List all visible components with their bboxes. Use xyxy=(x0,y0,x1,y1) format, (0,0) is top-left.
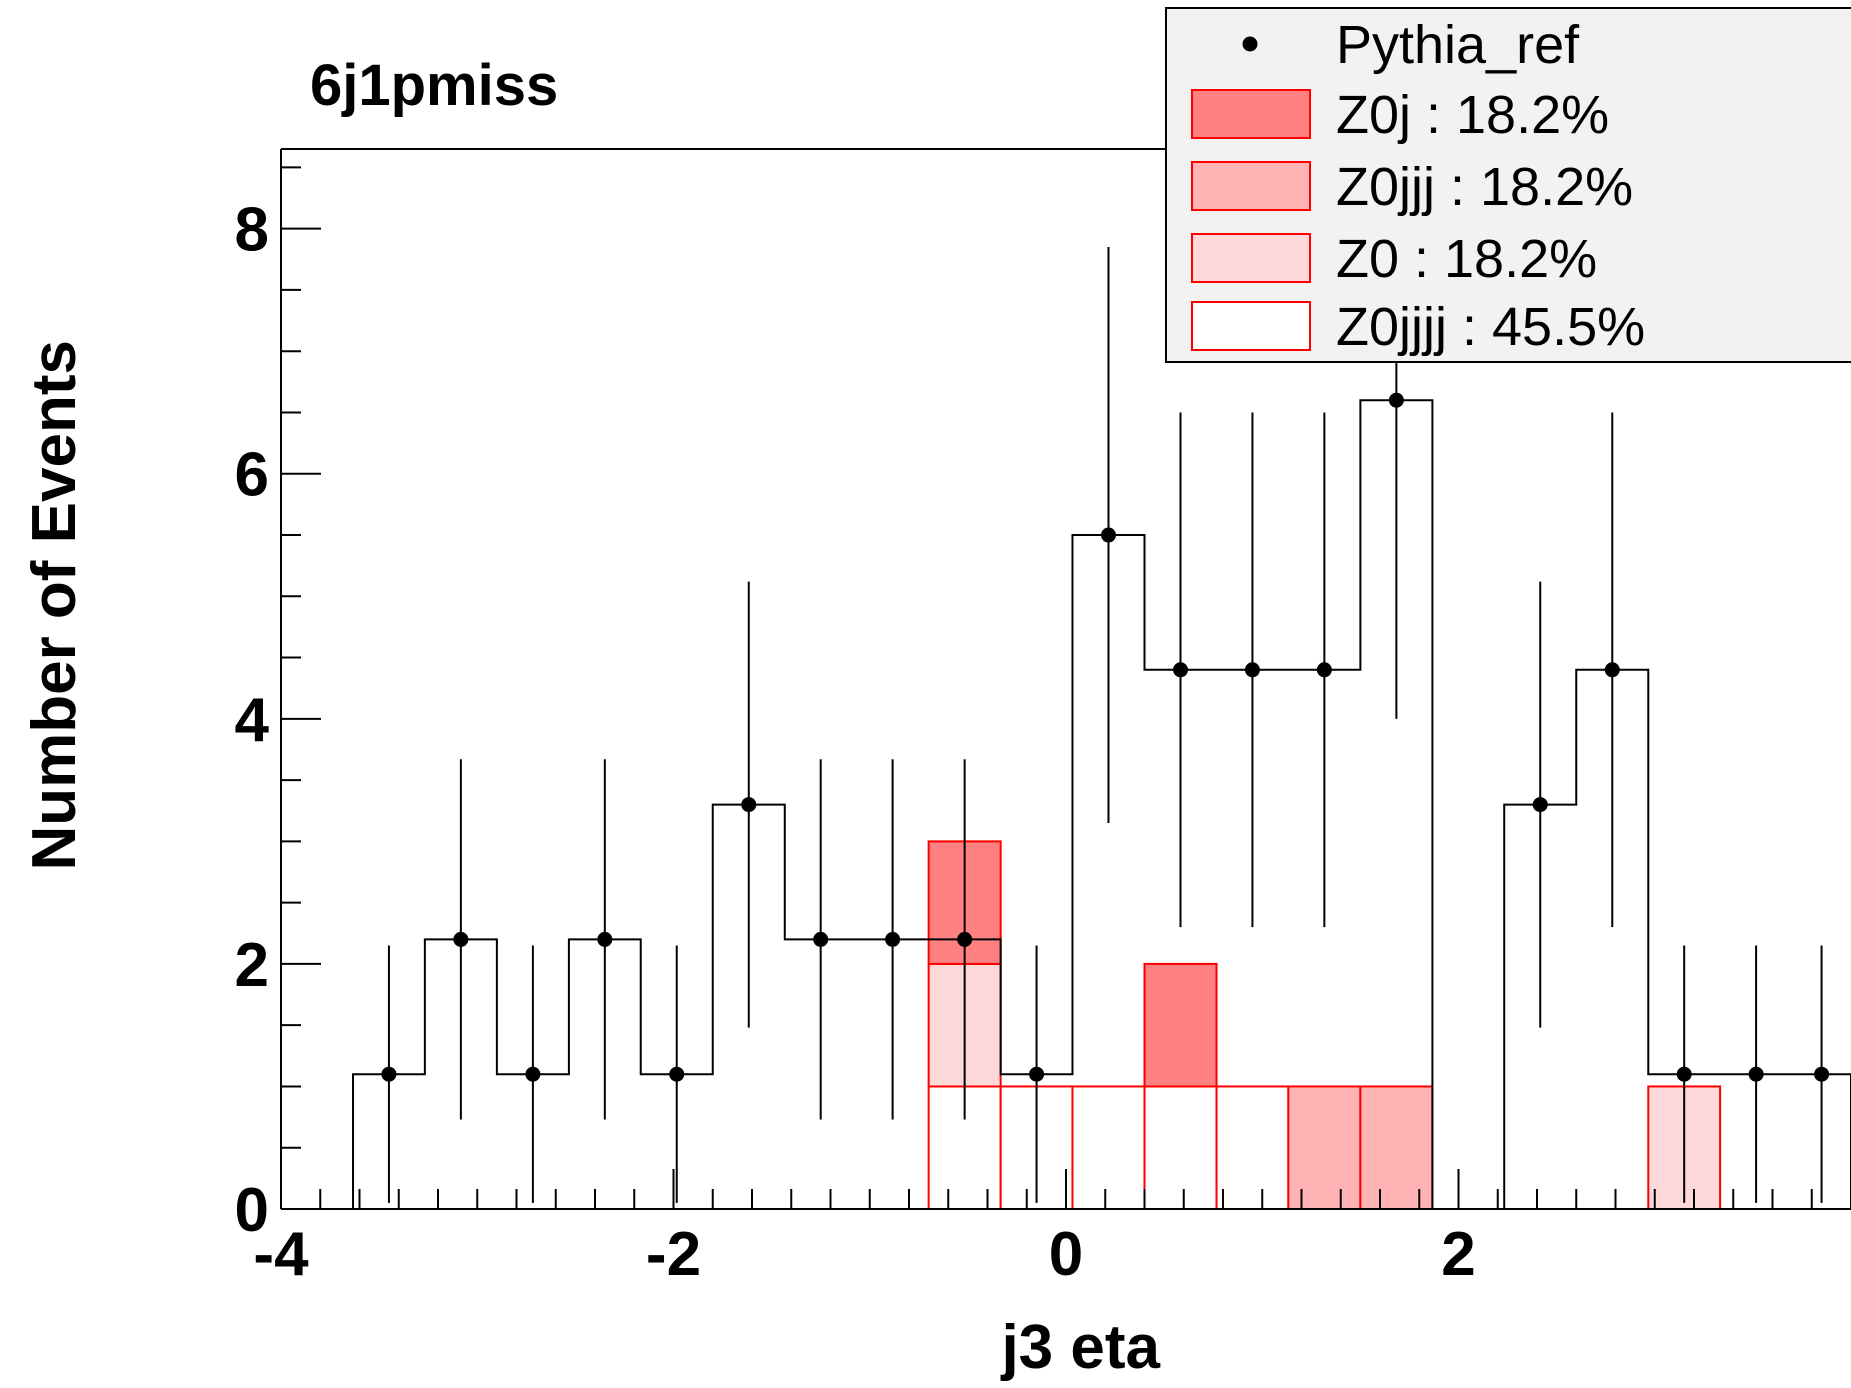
y-tick-label-1: 2 xyxy=(235,931,269,1000)
legend-label-4: Z0jjjj : 45.5% xyxy=(1336,297,1645,357)
chart-title: 6j1pmiss xyxy=(310,53,558,118)
data-point-12 xyxy=(1173,662,1189,678)
hist-bar-0-13 xyxy=(1215,1085,1290,1211)
data-point-9 xyxy=(957,931,973,947)
legend-swatch-1 xyxy=(1191,89,1311,139)
x-tick-label-2: 0 xyxy=(1049,1220,1083,1289)
data-point-21 xyxy=(1814,1066,1830,1082)
data-point-7 xyxy=(813,931,829,947)
data-point-5 xyxy=(669,1066,685,1082)
y-tick-label-4: 8 xyxy=(235,196,269,265)
data-point-1 xyxy=(381,1066,397,1082)
legend-label-0: Pythia_ref xyxy=(1336,15,1580,75)
legend-marker-0 xyxy=(1242,36,1258,52)
legend: Pythia_ref Z0j : 18.2% Z0jjj : 18.2% Z0 : 1… xyxy=(1165,7,1851,363)
ref-step-line xyxy=(281,399,1851,1210)
data-point-20 xyxy=(1748,1066,1764,1082)
legend-label-2: Z0jjj : 18.2% xyxy=(1336,157,1633,217)
hist-bar-0-12 xyxy=(1143,1085,1218,1211)
hist-bar-2-14 xyxy=(1287,1085,1362,1211)
y-tick-label-3: 6 xyxy=(235,441,269,510)
data-point-13 xyxy=(1244,662,1260,678)
legend-swatch-2 xyxy=(1191,161,1311,211)
legend-swatch-4 xyxy=(1191,301,1311,351)
x-tick-label-1: -2 xyxy=(646,1220,701,1289)
data-point-2 xyxy=(453,931,469,947)
data-point-15 xyxy=(1388,392,1404,408)
data-point-17 xyxy=(1532,797,1548,813)
data-point-14 xyxy=(1316,662,1332,678)
legend-label-1: Z0j : 18.2% xyxy=(1336,85,1609,145)
data-point-10 xyxy=(1029,1066,1045,1082)
x-tick-label-0: -4 xyxy=(253,1220,309,1289)
y-tick-label-2: 4 xyxy=(235,686,270,755)
x-tick-label-3: 2 xyxy=(1441,1220,1475,1289)
data-point-3 xyxy=(525,1066,541,1082)
hist-bar-3-12 xyxy=(1143,962,1218,1088)
legend-swatch-3 xyxy=(1191,233,1311,283)
hist-bar-0-11 xyxy=(1071,1085,1146,1211)
legend-label-3: Z0 : 18.2% xyxy=(1336,229,1597,289)
data-point-6 xyxy=(741,797,757,813)
data-point-11 xyxy=(1100,527,1116,543)
data-point-19 xyxy=(1676,1066,1692,1082)
data-point-4 xyxy=(597,931,613,947)
y-tick-label-0: 0 xyxy=(235,1176,269,1245)
hist-bar-2-15 xyxy=(1359,1085,1434,1211)
x-axis-title: j3 eta xyxy=(1000,1313,1160,1382)
y-axis-title: Number of Events xyxy=(20,340,89,871)
data-point-18 xyxy=(1604,662,1620,678)
data-point-8 xyxy=(885,931,901,947)
